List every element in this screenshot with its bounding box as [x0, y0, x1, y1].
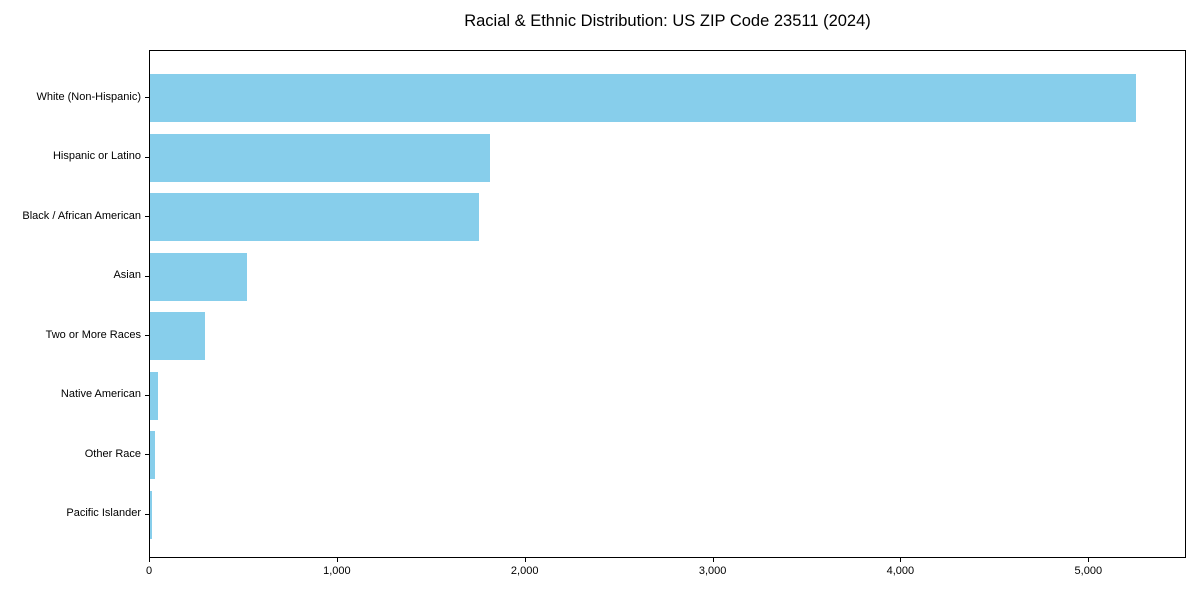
x-tick-mark — [1088, 558, 1090, 562]
x-tick-mark — [712, 558, 714, 562]
x-tick-mark — [524, 558, 526, 562]
y-tick-mark — [145, 156, 149, 158]
y-tick-mark — [145, 275, 149, 277]
bar-asian — [150, 252, 247, 301]
bar-pacific-islander — [150, 490, 152, 539]
x-tick-label: 5,000 — [1074, 565, 1103, 577]
bar-two-or-more-races — [150, 312, 205, 361]
y-tick-mark — [145, 97, 149, 98]
y-tick-label: White (Non-Hispanic) — [36, 90, 141, 103]
y-tick-label: Hispanic or Latino — [52, 150, 141, 163]
bar-black-african-american — [150, 193, 479, 242]
bar-native-american — [150, 371, 158, 420]
y-tick-label: Other Race — [84, 447, 141, 460]
bar-hispanic-or-latino — [150, 133, 490, 182]
x-tick-mark — [336, 558, 338, 562]
x-tick-label: 0 — [145, 565, 153, 577]
bar-other-race — [150, 431, 155, 480]
chart-title: Racial & Ethnic Distribution: US ZIP Cod… — [464, 12, 871, 30]
x-tick-label: 3,000 — [698, 565, 727, 577]
y-tick-label: Two or More Races — [45, 328, 141, 341]
y-tick-label: Native American — [60, 388, 141, 401]
y-tick-label: Black / African American — [22, 209, 141, 222]
y-tick-mark — [145, 454, 149, 456]
x-tick-mark — [149, 558, 150, 562]
y-tick-label: Asian — [113, 269, 141, 282]
y-tick-label: Pacific Islander — [66, 507, 141, 520]
x-tick-label: 1,000 — [323, 565, 351, 577]
y-tick-mark — [145, 335, 149, 337]
plot-area — [149, 50, 1186, 558]
bar-white-non-hispanic — [150, 74, 1137, 122]
y-tick-mark — [145, 394, 149, 396]
x-tick-label: 2,000 — [510, 565, 539, 577]
y-tick-mark — [145, 216, 149, 218]
y-tick-mark — [145, 513, 149, 515]
x-tick-label: 4,000 — [886, 565, 915, 577]
x-tick-mark — [900, 558, 902, 562]
